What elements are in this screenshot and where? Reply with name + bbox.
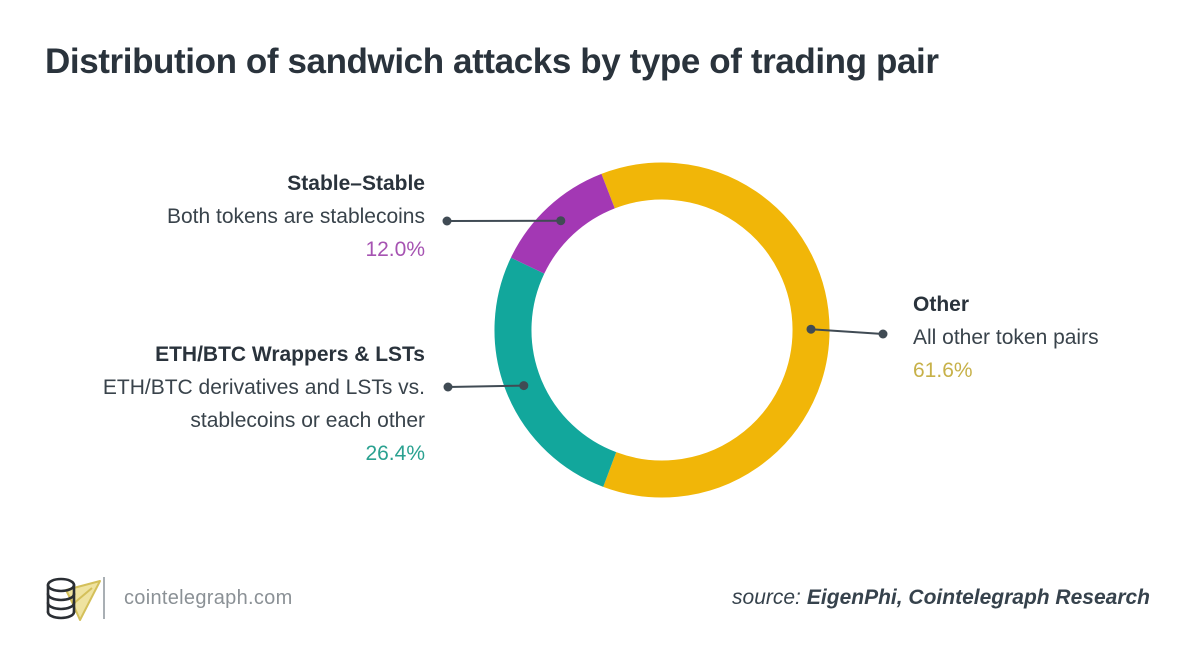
source-prefix: source: <box>732 586 801 609</box>
segment-name-stable-stable: Stable–Stable <box>287 172 425 195</box>
callout-dot-label-2 <box>442 216 452 226</box>
footer: cointelegraph.com source: EigenPhi, Coint… <box>0 577 1200 627</box>
callout-line-1 <box>447 384 524 388</box>
segment-name-other: Other <box>913 293 970 316</box>
source-label: source: EigenPhi, Cointelegraph Research <box>732 586 1150 610</box>
donut-segment-2 <box>510 173 616 275</box>
footer-divider <box>103 577 105 619</box>
callout-dot-segment-1 <box>519 381 529 391</box>
site-label: cointelegraph.com <box>124 587 293 609</box>
callout-dot-label-0 <box>878 329 888 339</box>
cointelegraph-logo <box>46 577 101 621</box>
label-stable-stable: Stable–Stable Both tokens are stablecoin… <box>167 167 425 266</box>
page-title: Distribution of sandwich attacks by type… <box>45 42 939 81</box>
label-other: Other All other token pairs 61.6% <box>913 288 1099 387</box>
segment-value-eth-btc: 26.4% <box>365 442 425 465</box>
segment-description-eth-btc-line1: ETH/BTC derivatives and LSTs vs. <box>102 376 425 399</box>
callout-dot-segment-0 <box>806 324 816 334</box>
paper-plane-icon <box>65 580 101 621</box>
segment-value-other: 61.6% <box>913 359 973 382</box>
donut-segment-1 <box>494 257 617 487</box>
segment-name-eth-btc: ETH/BTC Wrappers & LSTs <box>155 343 425 366</box>
callout-dot-label-1 <box>443 382 453 392</box>
callout-line-0 <box>810 328 884 335</box>
callout-dot-segment-2 <box>556 216 566 226</box>
donut-segment-0 <box>601 162 830 498</box>
segment-description-stable-stable: Both tokens are stablecoins <box>167 205 425 228</box>
segment-value-stable-stable: 12.0% <box>365 238 425 261</box>
segment-description-other: All other token pairs <box>913 326 1099 349</box>
coin-stack-icon <box>46 577 76 620</box>
source-names: EigenPhi, Cointelegraph Research <box>806 586 1150 609</box>
label-eth-btc-wrappers: ETH/BTC Wrappers & LSTs ETH/BTC derivati… <box>103 338 425 470</box>
segment-description-eth-btc-line2: stablecoins or each other <box>190 409 425 432</box>
